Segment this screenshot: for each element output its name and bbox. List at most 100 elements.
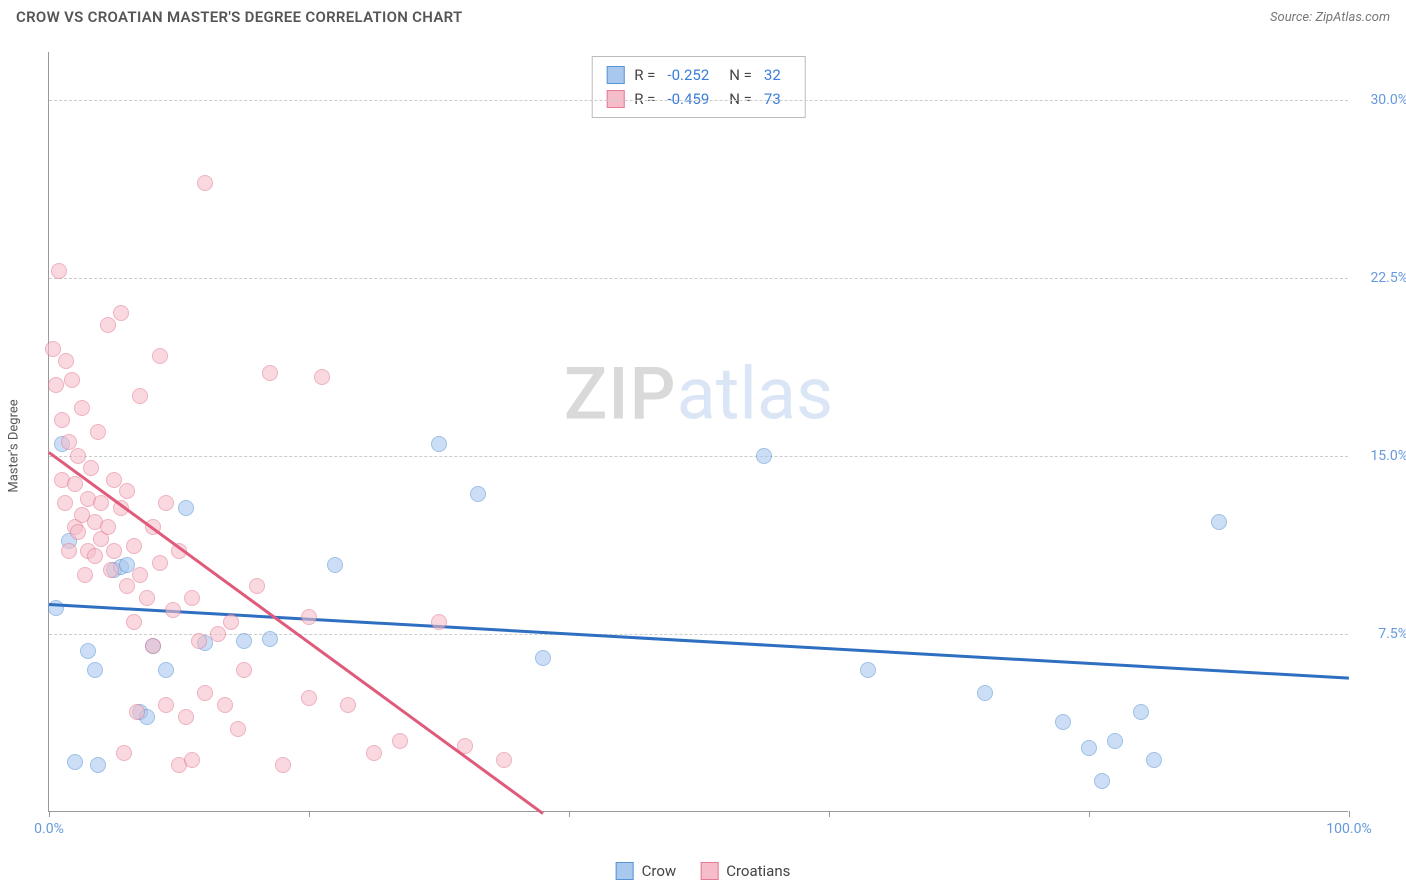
scatter-point	[431, 436, 447, 452]
legend-label-croatians: Croatians	[726, 862, 790, 880]
scatter-point	[80, 643, 96, 659]
scatter-point	[223, 614, 239, 630]
scatter-point	[1211, 514, 1227, 530]
gridline	[49, 456, 1348, 457]
watermark-part2: atlas	[677, 351, 834, 436]
chart-legend: Crow Croatians	[616, 862, 791, 880]
scatter-point	[340, 697, 356, 713]
series-swatch-crow	[606, 66, 624, 84]
scatter-point	[184, 752, 200, 768]
scatter-point	[113, 305, 129, 321]
scatter-point	[314, 369, 330, 385]
watermark-part1: ZIP	[564, 351, 677, 436]
scatter-point	[74, 400, 90, 416]
scatter-point	[1133, 704, 1149, 720]
scatter-point	[1094, 773, 1110, 789]
stats-row: R = -0.252 N = 32	[606, 63, 791, 87]
scatter-point	[67, 476, 83, 492]
scatter-point	[45, 341, 61, 357]
scatter-point	[197, 175, 213, 191]
scatter-point	[1081, 740, 1097, 756]
scatter-point	[210, 626, 226, 642]
scatter-point	[275, 757, 291, 773]
scatter-point	[262, 365, 278, 381]
scatter-point	[1055, 714, 1071, 730]
scatter-point	[90, 424, 106, 440]
r-value-crow: -0.252	[667, 63, 709, 87]
chart-header: CROW VS CROATIAN MASTER'S DEGREE CORRELA…	[0, 0, 1406, 30]
scatter-point	[197, 685, 213, 701]
scatter-point	[262, 631, 278, 647]
n-value-crow: 32	[764, 63, 781, 87]
n-label: N =	[729, 63, 752, 87]
scatter-point	[77, 567, 93, 583]
scatter-point	[217, 697, 233, 713]
x-tick	[829, 811, 830, 817]
x-tick	[1349, 811, 1350, 817]
scatter-point	[90, 757, 106, 773]
scatter-point	[165, 602, 181, 618]
source-attribution: Source: ZipAtlas.com	[1270, 10, 1390, 25]
legend-swatch-crow	[616, 862, 634, 880]
correlation-stats-box: R = -0.252 N = 32 R = -0.459 N = 73	[591, 56, 806, 118]
scatter-point	[70, 448, 86, 464]
x-tick-label-left: 0.0%	[34, 821, 64, 837]
scatter-point	[61, 543, 77, 559]
gridline	[49, 100, 1348, 101]
scatter-point	[126, 614, 142, 630]
scatter-point	[301, 690, 317, 706]
scatter-point	[93, 495, 109, 511]
scatter-point	[129, 704, 145, 720]
scatter-point	[106, 543, 122, 559]
scatter-point	[132, 388, 148, 404]
x-tick	[569, 811, 570, 817]
scatter-point	[67, 754, 83, 770]
scatter-chart: ZIPatlas R = -0.252 N = 32 R = -0.459 N …	[48, 52, 1348, 812]
scatter-point	[236, 662, 252, 678]
scatter-point	[366, 745, 382, 761]
scatter-point	[87, 548, 103, 564]
scatter-point	[100, 317, 116, 333]
scatter-point	[100, 519, 116, 535]
scatter-point	[87, 662, 103, 678]
legend-item-croatians: Croatians	[700, 862, 790, 880]
y-tick-label: 22.5%	[1370, 270, 1406, 286]
scatter-point	[116, 745, 132, 761]
scatter-point	[139, 590, 155, 606]
source-name: ZipAtlas.com	[1315, 10, 1390, 25]
scatter-point	[1146, 752, 1162, 768]
scatter-point	[57, 495, 73, 511]
scatter-point	[83, 460, 99, 476]
scatter-point	[64, 372, 80, 388]
scatter-point	[184, 590, 200, 606]
y-axis-label: Master's Degree	[7, 399, 22, 492]
scatter-point	[58, 353, 74, 369]
scatter-point	[61, 434, 77, 450]
x-tick-label-right: 100.0%	[1326, 821, 1371, 837]
scatter-point	[178, 500, 194, 516]
scatter-point	[158, 662, 174, 678]
scatter-point	[496, 752, 512, 768]
scatter-point	[860, 662, 876, 678]
scatter-point	[54, 412, 70, 428]
x-tick	[1089, 811, 1090, 817]
scatter-point	[106, 472, 122, 488]
scatter-point	[535, 650, 551, 666]
y-tick-label: 15.0%	[1370, 448, 1406, 464]
legend-swatch-croatians	[700, 862, 718, 880]
scatter-point	[119, 578, 135, 594]
scatter-point	[132, 567, 148, 583]
scatter-point	[152, 555, 168, 571]
scatter-point	[158, 697, 174, 713]
scatter-point	[119, 483, 135, 499]
scatter-point	[152, 348, 168, 364]
scatter-point	[145, 638, 161, 654]
scatter-point	[191, 633, 207, 649]
legend-label-crow: Crow	[642, 862, 677, 880]
scatter-point	[178, 709, 194, 725]
scatter-point	[51, 263, 67, 279]
chart-title: CROW VS CROATIAN MASTER'S DEGREE CORRELA…	[16, 8, 463, 26]
scatter-point	[392, 733, 408, 749]
scatter-point	[158, 495, 174, 511]
scatter-point	[327, 557, 343, 573]
